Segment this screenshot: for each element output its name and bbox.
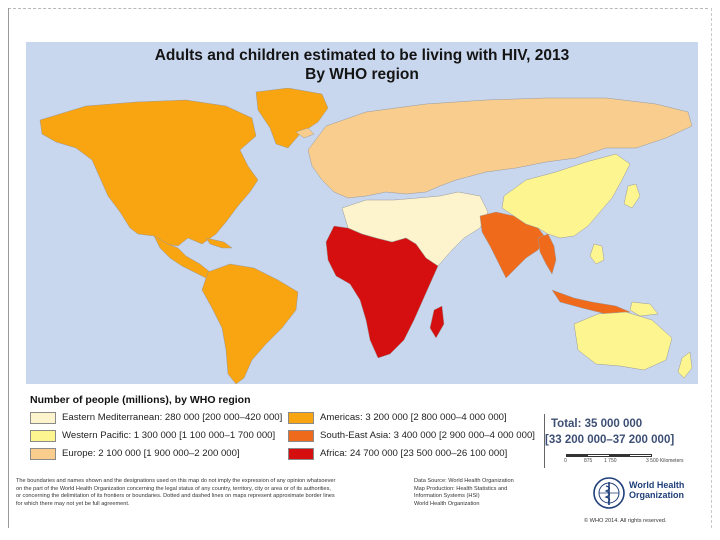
region-western-pacific-png [629, 301, 659, 317]
source-line: Map Production: Health Statistics and [414, 485, 508, 492]
scale-tick: 3 500 Kilometers [646, 458, 684, 464]
disclaimer-line: or concerning the delimitation of its fr… [16, 493, 335, 499]
region-south-east-asia-mainland [537, 233, 557, 275]
disclaimer-line: for which there may not yet be full agre… [16, 500, 130, 507]
scale-bar-graphic [566, 454, 652, 457]
region-western-pacific-philippines [589, 243, 605, 265]
region-western-pacific-japan [623, 183, 641, 209]
region-africa [325, 225, 439, 359]
legend-label: Africa: 24 700 000 [23 500 000–26 100 00… [320, 448, 508, 459]
map-slide: Adults and children estimated to be livi… [16, 42, 698, 524]
world-map-svg [39, 88, 693, 384]
total-box: Total: 35 000 000 [33 200 000–37 200 000… [544, 414, 705, 468]
data-source: Data Source: World Health Organization M… [414, 478, 564, 508]
slide-frame-top [8, 8, 708, 9]
copyright: © WHO 2014. All rights reserved. [584, 518, 667, 524]
source-line: Data Source: World Health Organization [414, 478, 514, 484]
slide-frame-left [8, 8, 9, 528]
region-western-pacific-china [501, 153, 631, 239]
legend-label: Western Pacific: 1 300 000 [1 100 000–1 … [62, 430, 276, 441]
map-title: Adults and children estimated to be livi… [154, 47, 570, 64]
disclaimer: The boundaries and names shown and the d… [16, 478, 346, 508]
region-caribbean [205, 237, 233, 249]
scale-tick: 1 750 [604, 458, 617, 464]
scale-tick: 875 [584, 458, 593, 464]
region-south-america [201, 263, 299, 384]
legend-label: Americas: 3 200 000 [2 800 000–4 000 000… [320, 412, 507, 423]
map-subtitle: By WHO region [305, 66, 419, 83]
source-line: Information Systems (HSI) [414, 493, 480, 499]
legend-label: Eastern Mediterranean: 280 000 [200 000–… [62, 412, 283, 423]
world-map [26, 88, 698, 384]
region-north-america [39, 99, 259, 247]
legend-swatch [30, 412, 56, 424]
disclaimer-line: The boundaries and names shown and the d… [16, 478, 336, 484]
total-value: Total: 35 000 000 [551, 418, 643, 430]
legend-label: South-East Asia: 3 400 000 [2 900 000–4 … [320, 430, 535, 441]
total-range: [33 200 000–37 200 000] [545, 434, 675, 446]
scale-tick: 0 [564, 458, 567, 464]
region-europe [307, 97, 693, 199]
legend-swatch [30, 430, 56, 442]
legend-title: Number of people (millions), by WHO regi… [30, 394, 251, 406]
legend-label: Europe: 2 100 000 [1 900 000–2 200 000] [62, 448, 240, 459]
region-iceland [295, 127, 315, 139]
who-line-1: World Health [629, 480, 685, 490]
who-logo: World Health Organization [592, 476, 692, 516]
region-western-pacific-new-zealand [677, 351, 693, 379]
legend-swatch [288, 430, 314, 442]
legend-swatch [288, 448, 314, 460]
source-line: World Health Organization [414, 500, 480, 507]
scale-bar: 0 875 1 750 3 500 Kilometers [564, 454, 706, 468]
who-emblem-icon [593, 477, 625, 509]
slide-frame-right [711, 8, 712, 528]
disclaimer-line: on the part of the World Health Organiza… [16, 485, 331, 492]
region-western-pacific-australia [573, 311, 673, 371]
region-south-east-asia-indonesia [551, 289, 631, 315]
title-band: Adults and children estimated to be livi… [26, 42, 698, 88]
legend-swatch [288, 412, 314, 424]
who-line-2: Organization [629, 490, 685, 500]
region-madagascar [429, 305, 445, 339]
legend-swatch [30, 448, 56, 460]
who-wordmark: World Health Organization [629, 480, 684, 500]
